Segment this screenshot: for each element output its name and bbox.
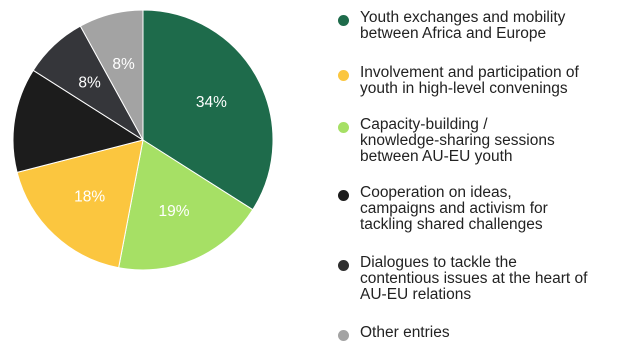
legend-label: Youth exchanges and mobility between Afr… [360,9,566,42]
legend: Youth exchanges and mobility between Afr… [338,0,638,347]
pie-slice-youth-exchanges-and [142,9,274,211]
pie-slice-label: 18% [74,188,105,205]
legend-label: Other entries [360,324,450,341]
pie-slice-label: 34% [196,94,227,111]
legend-swatch [338,260,349,271]
pie-slice-cooperation-on-ideas [12,69,145,173]
legend-swatch [338,70,349,81]
legend-swatch [338,15,349,26]
pie-slice-label: 19% [158,203,189,220]
legend-label: Capacity-building / knowledge-sharing se… [360,116,555,165]
pie-slice-involvement-and-participation [16,139,144,269]
legend-label: Dialogues to tackle the contentious issu… [360,254,588,303]
pie-slice-label: 8% [78,75,101,92]
legend-label: Cooperation on ideas, campaigns and acti… [360,184,548,233]
pie-chart: 34% 19% 18% 8% 8% [12,9,274,271]
legend-swatch [338,122,349,133]
legend-swatch [338,330,349,341]
legend-label: Involvement and participation of youth i… [360,64,579,97]
legend-swatch [338,190,349,201]
pie-slice-other-entries [79,9,144,141]
pie-slice-label: 8% [112,56,135,73]
pie-slice-capacity-building-knowledge [118,139,254,271]
